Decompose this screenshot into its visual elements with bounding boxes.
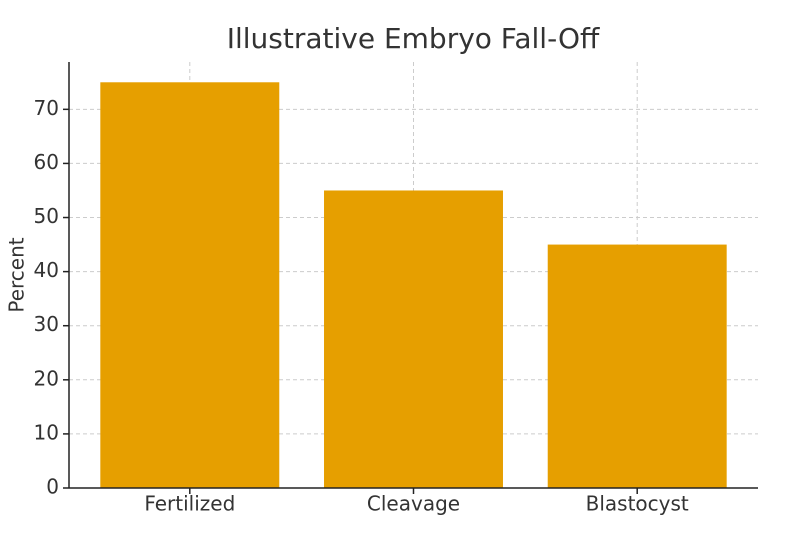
- y-tick-label: 20: [34, 366, 59, 390]
- y-tick-label: 10: [34, 420, 59, 444]
- bar: [100, 82, 280, 489]
- y-tick-label: 40: [34, 258, 59, 282]
- chart-title: Illustrative Embryo Fall-Off: [227, 22, 600, 55]
- y-tick-label: 30: [34, 312, 59, 336]
- y-tick-label: 0: [46, 475, 59, 499]
- y-tick-label: 70: [34, 96, 59, 120]
- bar: [324, 190, 503, 488]
- bar: [547, 244, 727, 488]
- y-tick-label: 50: [34, 204, 59, 228]
- y-tick-label: 60: [34, 150, 59, 174]
- x-tick-label: Cleavage: [367, 492, 460, 516]
- y-axis-label: Percent: [5, 237, 29, 312]
- x-tick-label: Blastocyst: [586, 492, 689, 516]
- x-tick-label: Fertilized: [144, 492, 235, 516]
